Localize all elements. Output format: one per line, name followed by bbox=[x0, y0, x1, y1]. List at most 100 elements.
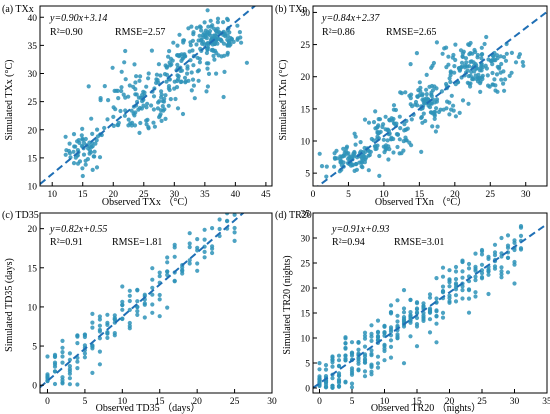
data-point bbox=[179, 52, 184, 57]
data-point bbox=[90, 311, 95, 316]
y-tick-label: 20 bbox=[28, 126, 38, 136]
data-point bbox=[401, 288, 407, 293]
scatter-points bbox=[45, 213, 237, 387]
data-point bbox=[60, 360, 65, 365]
data-point bbox=[112, 331, 117, 336]
data-point bbox=[183, 80, 188, 85]
data-point bbox=[499, 265, 504, 270]
data-point bbox=[466, 310, 472, 315]
data-point bbox=[88, 150, 93, 155]
data-point bbox=[356, 340, 361, 345]
data-point bbox=[75, 366, 80, 371]
data-point bbox=[349, 372, 355, 377]
data-point bbox=[165, 260, 170, 265]
data-point bbox=[45, 373, 50, 378]
x-tick-label: 5 bbox=[350, 397, 355, 407]
x-tick-label: 25 bbox=[486, 190, 496, 200]
data-point bbox=[221, 20, 226, 25]
data-point bbox=[149, 103, 154, 108]
data-point bbox=[362, 344, 368, 349]
data-point bbox=[444, 45, 449, 50]
data-point bbox=[375, 365, 381, 370]
data-point bbox=[90, 131, 95, 136]
data-point bbox=[225, 52, 230, 57]
data-point bbox=[362, 117, 368, 122]
data-point bbox=[189, 88, 194, 93]
stats-annotation: y=0.82x+0.55 R²=0.91 RMSE=1.81 bbox=[49, 224, 162, 248]
data-point bbox=[492, 242, 498, 247]
data-point bbox=[505, 245, 511, 250]
data-point bbox=[486, 272, 491, 277]
data-point bbox=[417, 80, 422, 85]
data-point bbox=[166, 103, 171, 108]
data-point bbox=[119, 88, 124, 94]
data-point bbox=[175, 78, 180, 84]
data-point bbox=[94, 165, 100, 170]
x-tick-label: 0 bbox=[45, 397, 50, 407]
data-point bbox=[512, 247, 517, 253]
data-point bbox=[145, 117, 150, 122]
data-point bbox=[408, 62, 413, 67]
data-point bbox=[137, 130, 142, 135]
data-point bbox=[120, 302, 125, 307]
data-point bbox=[409, 117, 414, 122]
data-point bbox=[453, 293, 459, 298]
data-point bbox=[466, 261, 472, 267]
data-point bbox=[343, 345, 348, 350]
data-point bbox=[215, 16, 221, 21]
data-point bbox=[369, 364, 374, 370]
data-point bbox=[120, 316, 125, 321]
data-point bbox=[350, 162, 355, 167]
data-point bbox=[134, 92, 139, 97]
data-point bbox=[346, 151, 351, 156]
data-point bbox=[383, 143, 389, 148]
data-point bbox=[157, 270, 162, 275]
data-point bbox=[206, 61, 211, 66]
data-point bbox=[232, 213, 237, 217]
data-point bbox=[317, 376, 322, 381]
data-point bbox=[448, 73, 453, 78]
data-point bbox=[507, 73, 512, 78]
data-point bbox=[166, 54, 171, 59]
x-axis-label: Observed TR20 （nights） bbox=[371, 402, 481, 414]
data-point bbox=[434, 276, 439, 281]
panel-label: (a) TXx bbox=[2, 4, 34, 15]
data-point bbox=[175, 43, 180, 48]
data-point bbox=[180, 111, 186, 117]
data-point bbox=[358, 140, 363, 145]
y-tick-label: 30 bbox=[301, 9, 311, 19]
data-point bbox=[426, 103, 431, 108]
y-axis-label: Simulated TR20 (nights) bbox=[282, 255, 293, 354]
data-point bbox=[434, 296, 439, 301]
data-point bbox=[360, 165, 365, 170]
data-point bbox=[186, 78, 191, 83]
data-point bbox=[391, 116, 396, 122]
x-tick-label: 10 bbox=[118, 397, 128, 407]
data-point bbox=[362, 357, 368, 362]
data-point bbox=[155, 78, 160, 83]
data-point bbox=[71, 132, 77, 137]
data-point bbox=[228, 35, 233, 41]
y-tick-label: 25 bbox=[301, 41, 311, 51]
y-axis-label: Simulated TXx (°C) bbox=[4, 59, 15, 140]
panel-a-txx: (a) TXx Observed TXx （°C） Simulated TXx … bbox=[2, 4, 273, 208]
x-tick-label: 30 bbox=[510, 397, 520, 407]
data-point bbox=[150, 310, 155, 315]
data-point bbox=[114, 88, 119, 93]
data-point bbox=[146, 76, 151, 81]
data-point bbox=[447, 112, 452, 117]
data-point bbox=[362, 333, 368, 338]
data-point bbox=[221, 94, 226, 100]
data-point bbox=[502, 88, 507, 93]
data-point bbox=[375, 318, 381, 323]
data-point bbox=[441, 107, 446, 112]
data-point bbox=[453, 269, 459, 274]
scatter-points bbox=[317, 224, 524, 390]
data-point bbox=[198, 37, 204, 42]
data-point bbox=[217, 226, 222, 232]
y-tick-label: 20 bbox=[301, 285, 311, 295]
x-tick-label: 25 bbox=[477, 397, 487, 407]
data-point bbox=[518, 233, 524, 238]
data-point bbox=[205, 47, 210, 53]
data-point bbox=[375, 333, 381, 339]
